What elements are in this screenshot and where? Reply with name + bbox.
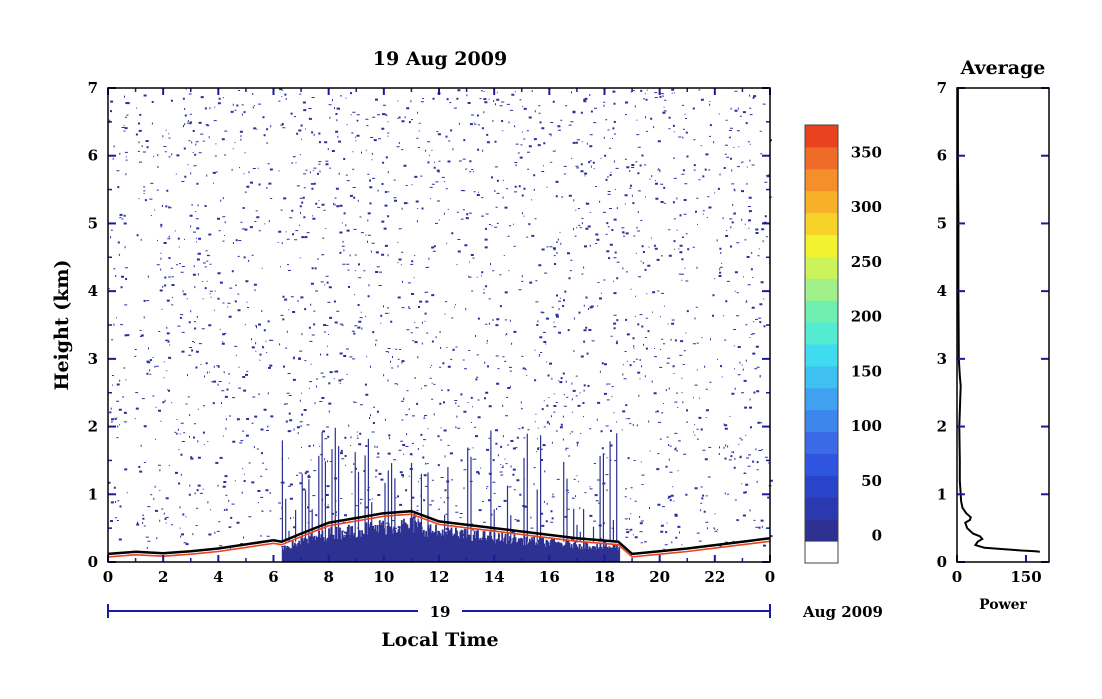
colorbar-cell — [805, 453, 838, 476]
convective-plumes — [281, 427, 618, 542]
main-y-tick-label: 5 — [88, 214, 98, 232]
main-x-tick-label: 0 — [765, 568, 775, 586]
colorbar-cell — [805, 190, 838, 214]
average-y-tick-label: 0 — [937, 553, 947, 571]
main-x-label: Local Time — [381, 629, 498, 651]
colorbar-tick-label: 50 — [861, 472, 882, 490]
main-plot: 19 Aug 2009 0 2 4 6 8 10 12 14 16 18 20 22 0 0123456… — [51, 48, 775, 651]
main-x-ticks: 0 2 4 6 8 10 12 14 16 18 20 22 0 — [103, 88, 775, 586]
colorbar-cell — [805, 146, 838, 170]
noise-speckles — [108, 88, 773, 551]
colorbar-cell — [805, 541, 838, 564]
colorbar-cell — [805, 409, 838, 433]
main-y-tick-label: 3 — [88, 350, 98, 368]
colorbar-cell — [805, 387, 838, 411]
colorbar-ticks: 350 300 250 200 150 100 50 0 — [851, 143, 882, 544]
average-y-tick-label: 4 — [937, 282, 947, 300]
main-x-tick-label: 0 — [103, 568, 113, 586]
colorbar-cell — [805, 234, 838, 257]
average-y-tick-label: 1 — [937, 485, 947, 503]
average-power-line — [956, 88, 1040, 553]
main-x-tick-label: 12 — [429, 568, 450, 586]
colorbar-cell — [805, 344, 838, 367]
average-profile: Average 0 150 0 1 2 3 4 5 6 7 Power — [937, 57, 1050, 613]
average-title: Average — [960, 57, 1046, 79]
colorbar-tick-label: 250 — [851, 253, 882, 271]
colorbar-cell — [805, 475, 838, 498]
average-x-label: Power — [979, 597, 1027, 613]
colorbar-cell — [805, 278, 838, 301]
main-y-label: Height (km) — [51, 260, 73, 391]
colorbar-cell — [805, 125, 838, 148]
main-y-tick-label: 2 — [88, 418, 98, 436]
main-x-tick-label: 10 — [373, 568, 394, 586]
low-level-backscatter — [281, 427, 621, 562]
main-x-tick-label: 20 — [649, 568, 670, 586]
convective-layer — [281, 517, 621, 562]
main-x-tick-label: 14 — [484, 568, 505, 586]
date-axis: 19 Aug 2009 — [107, 603, 883, 621]
main-y-tick-label: 7 — [88, 79, 98, 97]
colorbar-tick-label: 150 — [851, 362, 882, 380]
colorbar-cells — [805, 125, 838, 564]
colorbar-cell — [805, 519, 838, 542]
colorbar-tick-label: 100 — [851, 417, 882, 435]
main-y-tick-label: 4 — [88, 282, 98, 300]
average-y-tick-label: 3 — [937, 350, 947, 368]
main-title: 19 Aug 2009 — [373, 48, 507, 70]
average-x-tick-label: 0 — [952, 568, 962, 586]
backscatter-noise — [108, 88, 773, 551]
main-x-tick-label: 22 — [704, 568, 725, 586]
average-y-tick-label: 5 — [937, 214, 947, 232]
average-x-tick-label: 150 — [1010, 568, 1041, 586]
colorbar-cell — [805, 431, 838, 454]
average-y-tick-label: 6 — [937, 147, 947, 165]
boundary-layer-warm-edge — [107, 513, 771, 558]
average-y-tick-label: 7 — [937, 79, 947, 97]
colorbar: 350 300 250 200 150 100 50 0 — [804, 124, 882, 564]
date-axis-day-label: 19 — [430, 603, 451, 621]
colorbar-tick-label: 350 — [851, 143, 882, 161]
main-y-tick-label: 6 — [88, 147, 98, 165]
colorbar-cell — [805, 168, 838, 192]
colorbar-cell — [805, 322, 838, 345]
boundary-layer-line — [107, 509, 771, 556]
colorbar-cell — [805, 256, 838, 279]
colorbar-tick-label: 200 — [851, 308, 882, 326]
main-x-tick-label: 4 — [213, 568, 223, 586]
main-y-ticks: 0 1 2 3 4 5 6 7 — [88, 79, 770, 571]
colorbar-cell — [805, 300, 838, 323]
main-x-tick-label: 2 — [158, 568, 168, 586]
colorbar-tick-label: 0 — [872, 527, 882, 545]
average-x-ticks: 0 150 — [952, 555, 1042, 586]
average-y-ticks: 0 1 2 3 4 5 6 7 — [937, 79, 1049, 571]
main-y-tick-label: 1 — [88, 485, 98, 503]
main-y-tick-label: 0 — [88, 553, 98, 571]
main-x-tick-label: 8 — [323, 568, 333, 586]
average-y-tick-label: 2 — [937, 418, 947, 436]
colorbar-frame — [804, 124, 839, 564]
colorbar-tick-label: 300 — [851, 198, 882, 216]
colorbar-cell — [805, 497, 838, 520]
average-plot-frame — [956, 87, 1050, 563]
main-x-tick-label: 18 — [594, 568, 615, 586]
main-x-tick-label: 6 — [268, 568, 278, 586]
colorbar-cell — [805, 212, 838, 235]
main-plot-frame — [107, 87, 771, 563]
colorbar-cell — [805, 365, 838, 389]
date-axis-month-year: Aug 2009 — [802, 603, 883, 621]
main-x-tick-label: 16 — [539, 568, 560, 586]
